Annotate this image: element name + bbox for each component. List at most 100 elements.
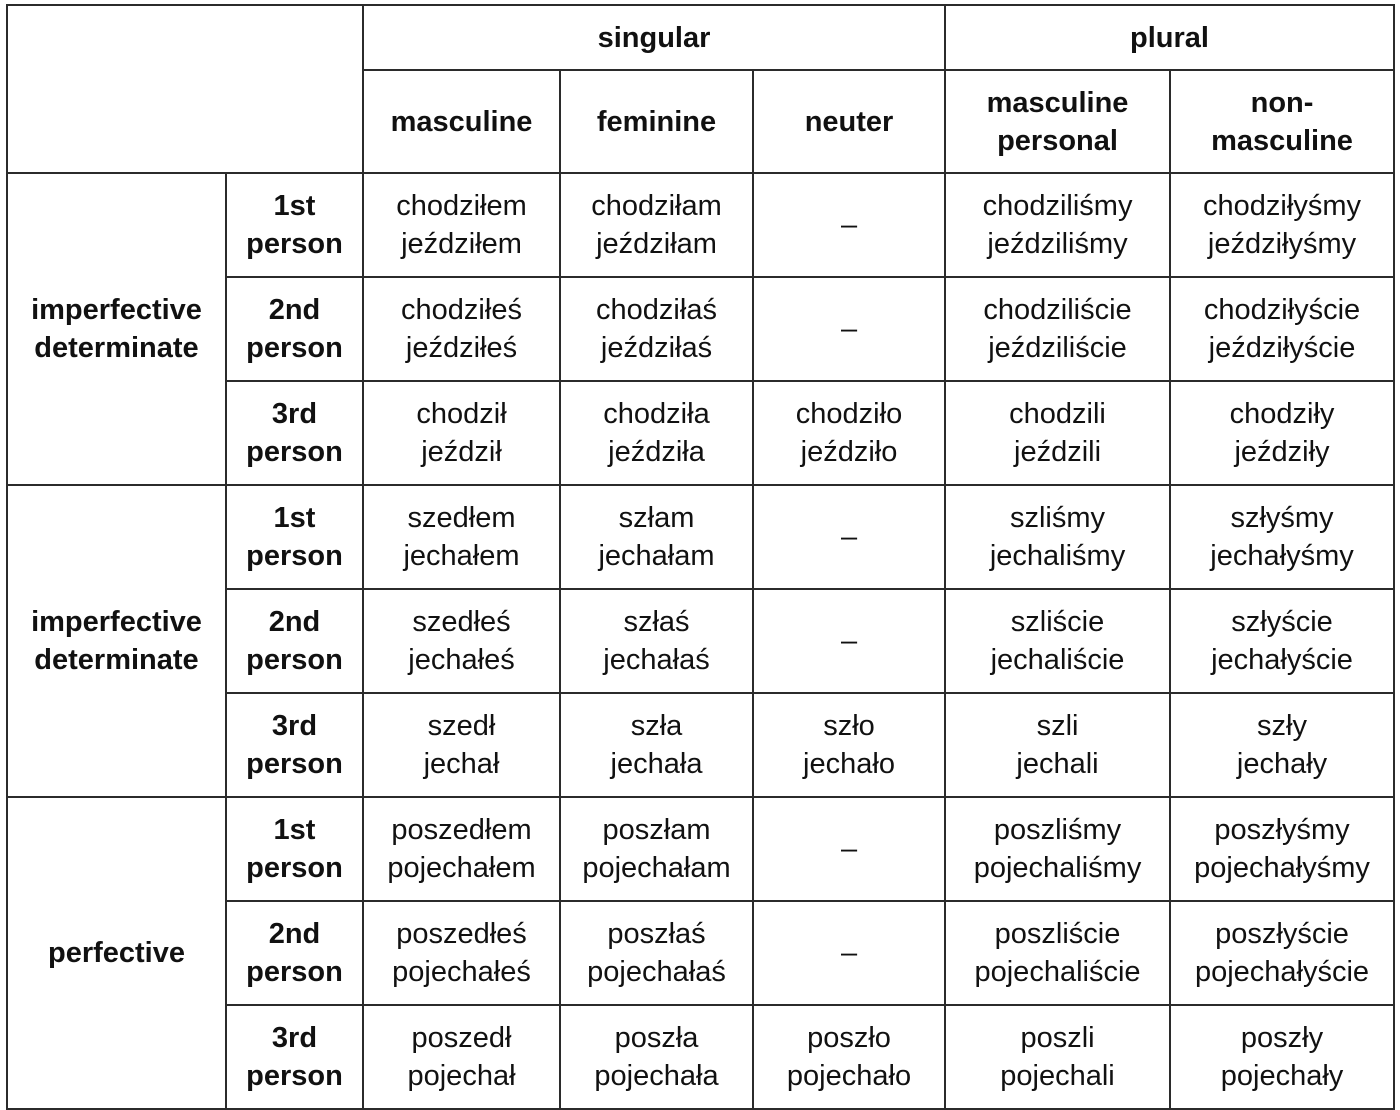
header-plural: plural [944, 4, 1396, 71]
form-cell-neuter: poszło pojechało [751, 1004, 947, 1110]
verb-form: szłaś [623, 606, 690, 638]
form-cell-feminine: szłaś jechałaś [559, 588, 754, 694]
verb-form: poszedłeś [396, 918, 527, 950]
verb-form: chodziłem [396, 190, 527, 222]
aspect-label-line: determinate [34, 332, 199, 364]
person-label-cell: 2nd person [225, 900, 364, 1006]
table-row: perfective 1st person poszedłem pojechałem po… [6, 796, 1396, 1110]
verb-form: poszły [1240, 1022, 1324, 1054]
person-label-line: person [246, 1060, 343, 1092]
form-cell-neuter: szło jechało [751, 692, 947, 798]
table-row: imperfective determinate 1st person chodziłe… [6, 172, 1396, 486]
form-cell-non-masculine: poszłyście pojechałyście [1169, 900, 1396, 1006]
person-label-line: person [246, 332, 343, 364]
verb-form: pojechałyśmy [1194, 852, 1370, 884]
verb-form: pojechaliśmy [973, 852, 1142, 884]
verb-form: pojechało [786, 1060, 912, 1092]
verb-form: poszła [614, 1022, 699, 1054]
verb-form: szłyśmy [1230, 502, 1334, 534]
verb-form: – [840, 313, 858, 345]
verb-form: pojechały [1220, 1060, 1344, 1092]
header-masculine-line: masculine [390, 105, 533, 138]
verb-form: poszliście [994, 918, 1121, 950]
verb-form: pojechała [594, 1060, 719, 1092]
aspect-label-cell: imperfective determinate [6, 172, 227, 486]
person-label-line: 1st [273, 502, 316, 534]
header-masculine-personal-line-2: personal [997, 124, 1118, 157]
header-masculine-personal-line-1: masculine [986, 86, 1129, 119]
verb-form: pojechał [407, 1060, 516, 1092]
verb-form: – [840, 937, 858, 969]
verb-form: pojechałeś [392, 956, 531, 988]
verb-form: jechałaś [603, 644, 710, 676]
person-label-line: 3rd [271, 398, 318, 430]
header-masculine: masculine [362, 69, 561, 174]
verb-form: poszliśmy [993, 814, 1122, 846]
verb-form: szli [1036, 710, 1079, 742]
form-cell-masculine-personal: chodzili jeździli [944, 380, 1172, 486]
form-cell-masculine: szedłeś jechałeś [362, 588, 561, 694]
table-row: imperfective determinate 1st person szedłem j… [6, 484, 1396, 798]
form-cell-non-masculine: szły jechały [1169, 692, 1396, 798]
aspect-label-cell: imperfective determinate [6, 484, 227, 798]
header-neuter-line: neuter [804, 105, 894, 138]
verb-form: chodziłam [591, 190, 722, 222]
verb-form: jeździliśmy [987, 228, 1128, 260]
header-row-gender: masculine feminine neuter masculine pers… [7, 69, 1396, 174]
verb-form: jeździli [1014, 436, 1102, 468]
form-cell-masculine: chodziłem jeździłem [362, 172, 561, 278]
form-cell-feminine: chodziłaś jeździłaś [559, 276, 754, 382]
verb-form: chodzili [1009, 398, 1106, 430]
form-cell-masculine-personal: szliśmy jechaliśmy [944, 484, 1172, 590]
verb-form: szliśmy [1009, 502, 1106, 534]
verb-form: – [840, 625, 858, 657]
verb-form: poszedł [411, 1022, 512, 1054]
person-label-line: 3rd [271, 710, 318, 742]
verb-form: szłam [618, 502, 695, 534]
verb-form: jechali [1016, 748, 1099, 780]
form-cell-masculine-personal: poszli pojechali [944, 1004, 1172, 1110]
table-row: 3rd person szedł jechał szła jechała szło jecha… [7, 692, 1396, 798]
form-cell-masculine-personal: poszliście pojechaliście [944, 900, 1172, 1006]
form-cell-masculine-personal: szliście jechaliście [944, 588, 1172, 694]
verb-form: chodziła [603, 398, 710, 430]
aspect-label-cell: perfective [6, 796, 227, 1110]
person-label-cell: 3rd person [225, 380, 364, 486]
form-cell-masculine: chodził jeździł [362, 380, 561, 486]
verb-form: pojechałam [582, 852, 731, 884]
header-non-masculine-line-1: non- [1250, 86, 1314, 119]
verb-form: jeździłem [401, 228, 522, 260]
verb-form: szła [630, 710, 683, 742]
header-corner-cell [6, 4, 364, 174]
table-row: 2nd person poszedłeś pojechałeś poszłaś pojec… [7, 900, 1396, 1006]
person-label-line: 3rd [271, 1022, 318, 1054]
form-cell-non-masculine: poszłyśmy pojechałyśmy [1169, 796, 1396, 902]
verb-form: pojechaliście [974, 956, 1141, 988]
header-non-masculine: non- masculine [1169, 69, 1396, 174]
verb-form: szliście [1010, 606, 1105, 638]
conjugation-table: singular plural masculine feminine neute… [6, 4, 1396, 1110]
verb-form: jeździłeś [405, 332, 518, 364]
person-label-cell: 2nd person [225, 276, 364, 382]
header-non-masculine-line-2: masculine [1211, 124, 1353, 157]
verb-form: pojechałaś [587, 956, 726, 988]
verb-form: poszli [1020, 1022, 1095, 1054]
verb-form: – [840, 209, 858, 241]
verb-form: poszło [807, 1022, 891, 1054]
verb-form: jechała [610, 748, 703, 780]
person-label-line: 2nd [268, 294, 321, 326]
verb-form: chodziliśmy [982, 190, 1133, 222]
form-cell-masculine: szedłem jechałem [362, 484, 561, 590]
form-cell-feminine: chodziłam jeździłam [559, 172, 754, 278]
form-cell-non-masculine: poszły pojechały [1169, 1004, 1396, 1110]
header-singular: singular [361, 4, 947, 71]
aspect-label-line: imperfective [31, 294, 202, 326]
verb-form: chodził [416, 398, 507, 430]
verb-form: jechały [1236, 748, 1328, 780]
verb-form: jeździłaś [600, 332, 713, 364]
person-label-line: person [246, 228, 343, 260]
verb-form: szły [1257, 710, 1307, 742]
form-cell-masculine-personal: chodziliście jeździliście [944, 276, 1172, 382]
person-label-cell: 3rd person [225, 692, 364, 798]
form-cell-masculine-personal: chodziliśmy jeździliśmy [944, 172, 1172, 278]
